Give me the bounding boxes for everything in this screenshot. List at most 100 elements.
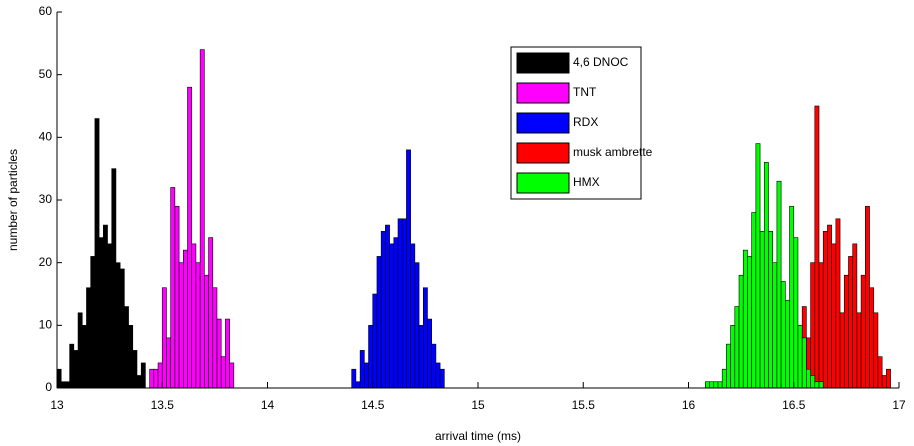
bar <box>195 262 201 389</box>
bar <box>751 212 757 389</box>
bar <box>65 381 70 389</box>
y-tick-label: 10 <box>39 318 53 332</box>
legend-swatch <box>516 172 570 194</box>
bar <box>427 318 432 389</box>
bar <box>406 149 411 389</box>
bar <box>738 274 744 389</box>
bar <box>839 312 845 389</box>
bar <box>397 218 403 389</box>
bar <box>418 325 424 389</box>
bar <box>801 337 807 389</box>
bar <box>776 180 782 389</box>
bar <box>814 381 820 389</box>
bar <box>401 218 407 389</box>
bar <box>818 262 824 389</box>
bar <box>111 168 117 389</box>
x-axis-label: arrival time (ms) <box>435 429 521 443</box>
x-tick-label: 17 <box>892 398 906 412</box>
bar <box>393 237 399 389</box>
bar <box>351 368 357 389</box>
bar <box>755 143 761 389</box>
bar <box>149 368 155 389</box>
x-tick-label: 15.5 <box>572 398 596 412</box>
bar <box>136 375 142 389</box>
bar <box>848 256 853 389</box>
bar <box>780 281 786 389</box>
bar <box>818 381 824 389</box>
bar <box>865 205 870 389</box>
bar <box>81 325 87 389</box>
x-tick-label: 14 <box>261 398 275 412</box>
bar <box>208 237 214 389</box>
bar <box>785 299 790 389</box>
bar <box>414 262 420 389</box>
bar <box>886 368 891 389</box>
bar <box>103 224 108 389</box>
y-tick-label: 20 <box>39 255 53 269</box>
x-tick-label: 16 <box>682 398 696 412</box>
bar <box>814 105 820 389</box>
bar <box>90 256 96 389</box>
bar <box>709 381 715 389</box>
bar <box>98 237 104 389</box>
legend-label: 4,6 DNOC <box>573 55 629 69</box>
bar <box>178 262 184 389</box>
y-tick-label: 40 <box>39 130 53 144</box>
bar <box>380 231 386 389</box>
legend-label: HMX <box>573 175 600 189</box>
bar <box>216 318 222 389</box>
bar <box>166 337 171 389</box>
bar <box>860 274 866 389</box>
bar <box>212 287 218 389</box>
bar <box>747 256 752 389</box>
y-tick-label: 30 <box>39 192 53 206</box>
bar <box>183 249 188 389</box>
bar <box>220 356 226 389</box>
bar <box>873 312 879 389</box>
bar <box>759 231 765 389</box>
bar <box>822 231 828 389</box>
bar <box>204 274 209 389</box>
bar <box>174 205 180 389</box>
bar <box>60 381 66 389</box>
bar <box>157 362 163 389</box>
bar <box>115 262 121 389</box>
bar <box>107 243 113 389</box>
legend-label: RDX <box>573 115 598 129</box>
x-tick-label: 13.5 <box>151 398 175 412</box>
bar <box>385 224 390 389</box>
bar <box>229 362 235 389</box>
bar <box>730 325 736 389</box>
bar <box>789 205 795 389</box>
bar <box>713 381 719 389</box>
bar <box>94 118 100 389</box>
x-tick-label: 13 <box>50 398 64 412</box>
bar <box>73 350 79 389</box>
bar <box>827 224 832 389</box>
bar <box>810 375 816 389</box>
bar <box>439 368 445 389</box>
bar <box>422 287 428 389</box>
bar <box>376 256 382 389</box>
bar <box>856 312 862 389</box>
bar <box>372 293 378 389</box>
bar <box>881 375 887 389</box>
bar <box>187 86 193 389</box>
bar <box>128 325 134 389</box>
legend-swatch <box>516 52 570 74</box>
bar <box>359 350 365 389</box>
x-tick-label: 15 <box>471 398 485 412</box>
bar <box>368 325 374 389</box>
bar <box>69 343 75 389</box>
bar <box>86 287 91 389</box>
bar <box>56 368 62 389</box>
bar <box>199 49 205 389</box>
bar <box>191 243 197 389</box>
bar <box>835 218 841 389</box>
bar <box>410 243 416 389</box>
bar <box>726 343 731 389</box>
bar <box>717 381 723 389</box>
y-tick-label: 0 <box>45 380 52 394</box>
